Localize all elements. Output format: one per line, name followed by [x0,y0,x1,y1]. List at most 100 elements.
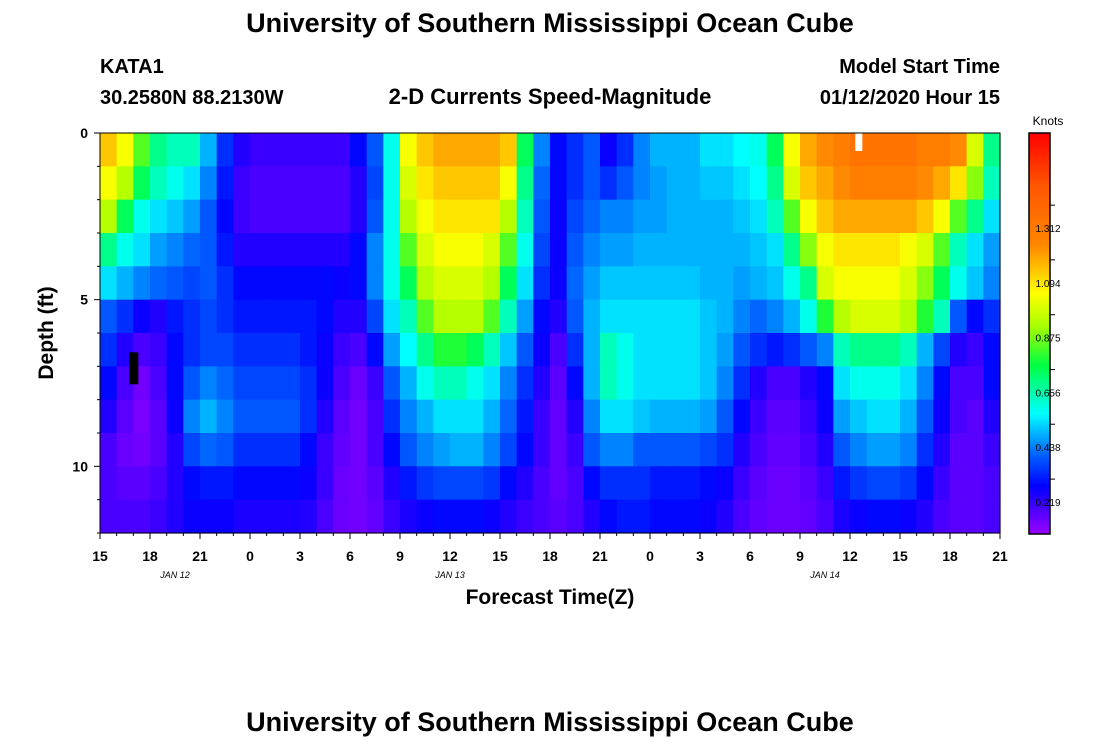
heatmap-cell [100,166,118,201]
heatmap-cell [366,133,384,167]
heatmap-cell [600,233,618,267]
heatmap-cell [133,233,151,267]
heatmap-cell [666,433,684,467]
heatmap-cell [833,266,851,301]
heatmap-cell [800,299,818,334]
heatmap-cell [483,499,501,534]
heatmap-cell [566,266,584,301]
heatmap-cell [433,366,451,401]
heatmap-cell [983,233,1001,267]
heatmap-cell [583,499,601,534]
heatmap-cell [116,233,134,267]
heatmap-cell [300,366,318,401]
heatmap-cell [183,199,201,234]
heatmap-cell [816,333,834,367]
heatmap-cell [200,199,218,234]
heatmap-cell [700,233,718,267]
heatmap-cell [716,333,734,367]
heatmap-cell [933,433,951,467]
heatmap-cell [783,333,801,367]
heatmap-cell [616,299,634,334]
x-tick-label: 21 [192,548,208,564]
heatmap-cell [183,333,201,367]
heatmap-cell [683,433,701,467]
heatmap-cell [833,199,851,234]
heatmap-cell [850,399,868,434]
heatmap-cell [216,299,234,334]
heatmap-cell [300,166,318,201]
heatmap-cell [616,399,634,434]
heatmap-cell [383,466,401,501]
heatmap-cell [233,199,251,234]
heatmap-cell [583,199,601,234]
missing-data-marker [129,352,139,385]
heatmap-cell [300,133,318,167]
heatmap-cell [200,399,218,434]
heatmap-cell [166,233,184,267]
colorbar [1028,132,1051,535]
heatmap-cell [416,499,434,534]
heatmap-cell [550,233,568,267]
heatmap-cell [833,333,851,367]
heatmap-cell [233,166,251,201]
heatmap-cell [416,233,434,267]
heatmap-cell [383,499,401,534]
heatmap-cell [433,333,451,367]
heatmap-cell [900,433,918,467]
heatmap-cell [383,166,401,201]
x-tick-label: 3 [696,548,704,564]
heatmap-cell [333,199,351,234]
heatmap-cell [733,133,751,167]
heatmap-cell [883,399,901,434]
heatmap-cell [883,233,901,267]
heatmap-cell [783,266,801,301]
heatmap-cell [983,433,1001,467]
y-axis: 0 5 10 [72,125,100,534]
heatmap-cell [616,199,634,234]
heatmap-cell [566,366,584,401]
heatmap-cell [483,299,501,334]
chart-subtitle: 2-D Currents Speed-Magnitude [388,84,712,109]
heatmap-cell [483,133,501,167]
heatmap-cell [966,333,984,367]
heatmap-cell [450,266,468,301]
heatmap-cell [250,199,268,234]
heatmap-cell [900,299,918,334]
heatmap-cell [750,166,768,201]
heatmap-cell [200,466,218,501]
heatmap-cell [833,499,851,534]
heatmap-cell [966,233,984,267]
heatmap-cell [266,499,284,534]
heatmap-cell [583,266,601,301]
heatmap-cell [716,466,734,501]
heatmap-cell [600,133,618,167]
heatmap-cell [566,466,584,501]
heatmap-cell [716,299,734,334]
heatmap-cell [116,466,134,501]
heatmap-cell [633,399,651,434]
heatmap-cell [550,133,568,167]
heatmap-cell [150,366,168,401]
colorbar-tick-label: 1.094 [1035,279,1060,290]
heatmap-cell [166,366,184,401]
heatmap-cell [650,399,668,434]
heatmap-cell [516,233,534,267]
heatmap-cell [733,466,751,501]
heatmap-cell [716,233,734,267]
heatmap-cell [700,333,718,367]
heatmap-cell [950,433,968,467]
heatmap-cell [916,133,934,167]
heatmap-cell [500,366,518,401]
x-tick-label: 15 [492,548,508,564]
heatmap-cell [250,433,268,467]
heatmap-cell [366,199,384,234]
heatmap-cell [933,233,951,267]
heatmap-cell [816,299,834,334]
heatmap-cell [750,466,768,501]
y-axis-label: Depth (ft) [35,286,58,379]
heatmap-cell [683,333,701,367]
heatmap-cell [100,366,118,401]
heatmap-cell [766,399,784,434]
heatmap-cell [600,166,618,201]
